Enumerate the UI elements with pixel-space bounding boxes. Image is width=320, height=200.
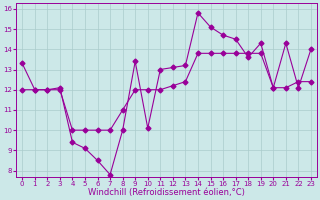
X-axis label: Windchill (Refroidissement éolien,°C): Windchill (Refroidissement éolien,°C) [88, 188, 245, 197]
